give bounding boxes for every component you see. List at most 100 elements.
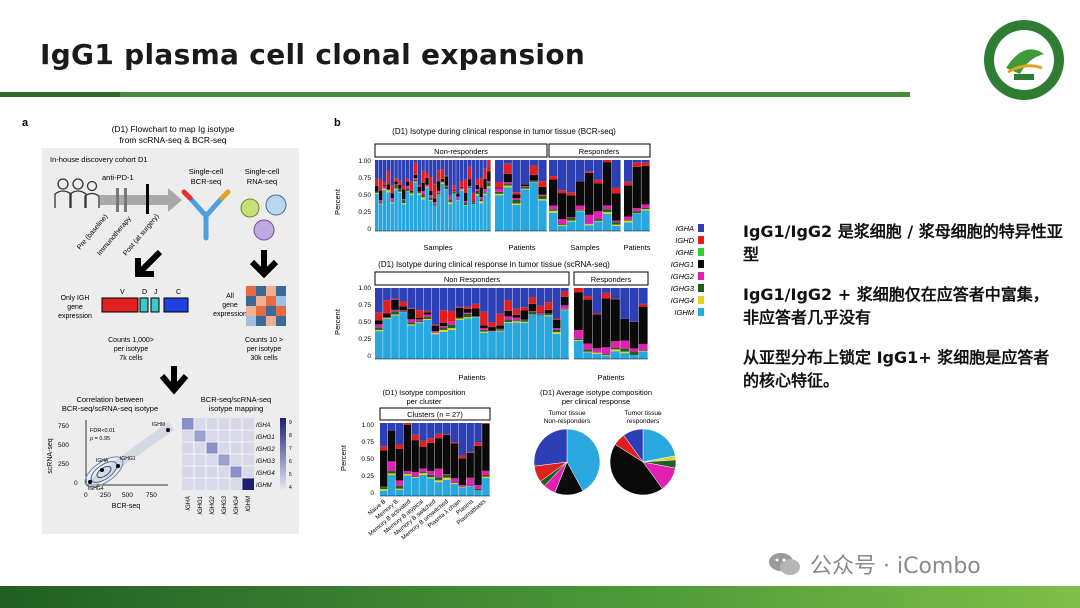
pie-nonresponders [533,428,601,496]
v-segment [101,297,139,313]
sc-r-bar-6-ighg1 [629,321,639,349]
bcr-r-sample-bar-4-ighm [585,225,594,231]
bcr-nr-sample-bar-0-ighg4 [375,193,379,194]
bcr-nr-sample-bar-12-ighd [421,170,425,183]
bcr-nr-sample-bar-9-ighg4 [409,193,414,195]
sc-r-bar-1-ighg4 [583,351,593,353]
bcr-r-patient-bar-0-ighg1 [624,185,633,217]
counts-right-1: Counts 10 > [245,337,283,344]
counts-left-3: 7k cells [119,355,143,362]
cluster-bar-8-ighg4 [442,477,451,480]
sc-nr-bar-22-ighd [552,318,561,320]
bcr-nr-sample-bar-23-ighg2 [463,201,468,203]
bcr-r-sample-bar-3-ighg4 [576,210,585,212]
sc-nr-bar-4-ighm [407,325,416,359]
cluster-bar-9-igha [450,423,459,443]
bcr-nr-sample-bar-21-ighg1 [456,193,460,197]
bcr-r-sample-bar-6-ighg2 [603,205,612,210]
bullet-2: IgG1/IgG2 + 浆细胞仅在应答者中富集，非应答者几乎没有 [743,285,1049,327]
bcr-nr-sample-bar-29-ighd [487,160,491,172]
arrow-down-icon [249,250,279,279]
wechat-icon [769,553,800,575]
bcr-r-patient-bar-0-igha [624,160,633,182]
cluster-bar-1-ighg1 [387,430,396,462]
bcr-nr-sample-bar-27-ighd [479,177,483,188]
cluster-bar-11-igha [466,423,474,452]
sc-r-bar-6-igha [629,288,639,322]
scale-4: 4 [289,485,292,491]
bcr-nr-sample-bar-26-igha [475,160,479,179]
sc-nr-bar-8-ighm [439,331,448,359]
sc-r-bar-1-ighm [583,352,593,359]
sc-nonresp-label: Non Responders [444,275,501,284]
bcr-r-patient-bar-0-ighg2 [624,216,633,221]
sc-nr-bar-3-ighg3 [399,311,407,312]
bcr-nr-sample-bar-14-ighd [429,177,433,191]
svg-text:0.25: 0.25 [361,473,374,480]
bcr-nr-sample-bar-4-ighg4 [390,202,394,204]
bcr-resp-patients-bars [624,160,650,232]
bcr-r-patient-bar-2-ighd [641,162,650,166]
cluster-bar-7-ighg2 [435,468,443,478]
bcr-nr-sample-bar-2-ighg1 [382,184,387,186]
bcr-nr-sample-bar-14-ighg4 [429,200,433,201]
bcr-nr-sample-bar-12-ighg2 [421,190,425,195]
bcr-nr-sample-bar-13-igha [425,160,429,173]
x-tick-250: 250 [100,492,111,499]
bcr-nr-sample-bar-20-ighg2 [452,191,456,192]
sc-nr-bar-23-ighg3 [560,308,569,310]
sc-nr-bar-16-igha [504,288,513,301]
bcr-nr-patient-bar-1-igha [503,160,512,164]
sc-nr-bar-2-ighd [391,298,399,300]
col-igha: IGHA [186,496,192,511]
bcr-nr-sample-bar-8-ighd [405,178,410,182]
corr-title-2: BCR-seq/scRNA-seq isotype [62,404,158,413]
bcr-nr-sample-bar-17-ighg1 [440,178,445,182]
bcr-r-sample-bar-7-ighg1 [612,193,621,221]
sc-nr-bar-4-igha [407,288,416,309]
bcr-r-sample-bar-6-ighg3 [603,209,612,213]
map-title-2: isotype mapping [209,404,264,413]
bcr-nr-sample-bar-13-ighg1 [425,178,429,185]
sc-nr-bar-22-ighg3 [552,329,561,333]
bcr-nr-sample-bar-28-ighg2 [483,189,487,193]
bcr-r-sample-bar-4-ighg1 [585,172,594,215]
bcr-r-patient-bar-0-ighg4 [624,220,633,223]
map-title-1: BCR-seq/scRNA-seq [201,395,271,404]
bcr-nr-sample-bar-7-igha [402,160,406,186]
bcr-nr-sample-bar-22-igha [460,160,464,181]
col-ighm: IGHM [246,496,252,512]
sc-nr-bar-20-ighg3 [536,314,545,316]
bcr-nr-sample-bar-9-ighm [409,194,414,231]
sc-nr-bar-8-igha [439,288,448,311]
cluster-bar-5-igha [419,423,427,441]
sc-nr-bar-15-ighg1 [496,325,504,329]
svg-text:0.75: 0.75 [358,302,371,309]
figure-panels: a (D1) Flowchart to map Ig isotype from … [22,117,704,541]
cluster-bar-0-ighg1 [380,450,388,487]
bcr-nr-patient-bar-1-ighd [503,163,512,174]
sc-nr-bar-13-ighm [480,332,488,359]
bcr-nr-sample-bar-26-ighd [475,178,479,185]
bcr-nr-sample-bar-27-ighg3 [479,199,483,202]
bcr-nr-sample-bar-29-ighg4 [487,186,491,188]
bcr-r-sample-bar-5-ighd [594,179,603,184]
bcr-r-sample-bar-3-ighm [576,211,585,231]
scatter-ylabel: scRNA-seq [47,438,54,474]
legend-label-igha: IGHA [676,224,694,233]
sc-r-bar-2-ighd [592,312,602,315]
bcr-r-sample-bar-0-igha [549,160,558,177]
sc-r-bar-0-ighm [574,340,583,359]
bcr-nr-sample-bar-1-ighd [378,179,383,191]
bcr-nr-sample-bar-26-ighg4 [475,194,479,196]
bcr-nr-sample-bar-6-ighg3 [398,189,402,192]
sc-r-bar-6-ighm [629,355,639,359]
sc-nr-bar-19-igha [528,288,537,298]
sc-r-bar-2-ighg1 [592,314,602,349]
sc-nr-bar-12-igha [472,288,480,304]
avg-title-2: per clinical response [562,397,630,406]
cluster-bar-9-ighm [450,483,459,496]
sc-nr-bar-18-igha [520,288,529,308]
bcr-nr-sample-bar-5-ighm [394,189,398,231]
sc-bcr-label-1: Single-cell [189,167,224,176]
